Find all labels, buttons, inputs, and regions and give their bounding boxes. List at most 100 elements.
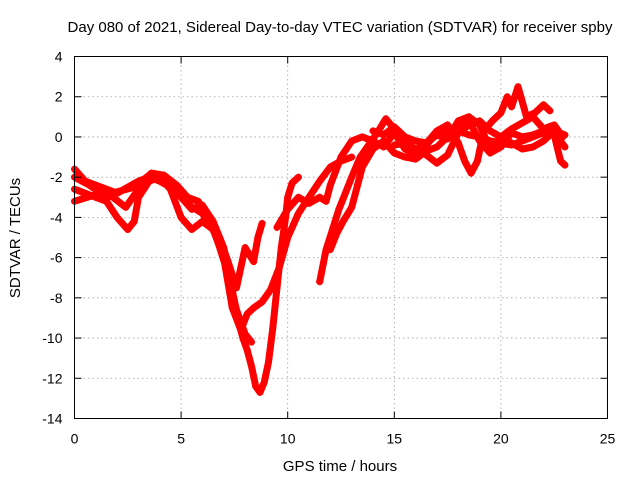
data-point	[348, 153, 356, 161]
chart-title: Day 080 of 2021, Sidereal Day-to-day VTE…	[68, 19, 613, 36]
data-point	[518, 145, 526, 153]
data-point	[113, 213, 121, 221]
data-point	[241, 330, 249, 338]
data-point	[540, 101, 548, 109]
data-point	[100, 191, 108, 199]
data-point	[243, 346, 251, 354]
data-point	[275, 264, 283, 272]
data-point	[382, 115, 390, 123]
data-point	[85, 181, 93, 189]
data-point	[124, 225, 132, 233]
series-track-f	[316, 83, 554, 286]
data-point	[102, 197, 110, 205]
data-point	[546, 107, 554, 115]
y-tick-label: 4	[55, 49, 63, 65]
data-point	[444, 151, 452, 159]
data-point	[241, 244, 249, 252]
data-point	[540, 125, 548, 133]
data-point	[356, 153, 364, 161]
data-point	[550, 121, 558, 129]
data-point	[322, 197, 330, 205]
series-track-b	[71, 153, 356, 334]
data-point	[267, 286, 275, 294]
label-layer: 0 5 10 15 20 25 -14 -12 -10 -8 -6 -4 -2 0 2 4	[42, 49, 615, 447]
data-point	[145, 171, 153, 179]
data-point	[497, 109, 505, 117]
data-point	[316, 177, 324, 185]
y-tick-label: 2	[55, 89, 63, 105]
data-point	[247, 338, 255, 346]
data-point	[326, 163, 334, 171]
data-point	[328, 225, 336, 233]
data-point	[358, 163, 366, 171]
x-tick-label: 0	[71, 431, 79, 447]
data-point	[233, 306, 241, 314]
x-axis-title: GPS time / hours	[283, 458, 397, 475]
data-point	[412, 137, 420, 145]
data-point	[508, 125, 516, 133]
x-tick-label: 5	[177, 431, 185, 447]
data-point	[265, 358, 273, 366]
data-point	[130, 183, 138, 191]
data-point	[326, 246, 334, 254]
data-point	[83, 193, 91, 201]
data-point	[175, 185, 183, 193]
x-tick-label: 15	[387, 431, 403, 447]
data-point	[433, 159, 441, 167]
data-point	[186, 201, 194, 209]
data-point	[358, 133, 366, 141]
data-point	[258, 219, 266, 227]
data-point	[390, 141, 398, 149]
data-point	[467, 169, 475, 177]
data-point	[288, 179, 296, 187]
data-point	[444, 121, 452, 129]
y-tick-label: -8	[50, 290, 63, 306]
y-axis-title: SDTVAR / TECUs	[7, 178, 24, 298]
data-point	[422, 151, 430, 159]
data-point	[365, 141, 373, 149]
data-point	[250, 258, 258, 266]
data-point	[284, 193, 292, 201]
x-tick-label: 20	[493, 431, 509, 447]
data-point	[557, 157, 565, 165]
data-point	[316, 193, 324, 201]
y-tick-label: 0	[55, 129, 63, 145]
data-point	[326, 181, 334, 189]
data-point	[561, 161, 569, 169]
data-point	[465, 131, 473, 139]
data-point	[444, 135, 452, 143]
data-point	[294, 173, 302, 181]
data-point	[529, 143, 537, 151]
y-tick-label: -12	[42, 370, 62, 386]
data-point	[284, 205, 292, 213]
data-point	[337, 153, 345, 161]
series-track-i	[369, 113, 567, 153]
series-layer	[71, 83, 569, 396]
data-point	[465, 121, 473, 129]
data-point	[256, 388, 264, 396]
data-point	[488, 117, 496, 125]
data-point	[166, 185, 174, 193]
data-point	[284, 234, 292, 241]
data-point	[260, 378, 268, 386]
data-point	[559, 133, 567, 141]
y-tick-label: -6	[50, 250, 63, 266]
data-point	[211, 229, 219, 237]
data-point	[115, 187, 123, 195]
grid-layer	[74, 56, 608, 419]
y-tick-label: -2	[50, 169, 63, 185]
data-point	[454, 129, 462, 137]
y-tick-label: -10	[42, 330, 62, 346]
data-point	[160, 173, 168, 181]
data-point	[518, 119, 526, 127]
data-point	[258, 298, 266, 306]
data-point	[252, 382, 260, 390]
y-tick-label: -14	[42, 411, 62, 427]
data-point	[198, 209, 206, 217]
plot-frame	[74, 56, 608, 419]
data-point	[273, 223, 281, 231]
data-point	[461, 157, 469, 165]
data-point	[486, 127, 494, 135]
